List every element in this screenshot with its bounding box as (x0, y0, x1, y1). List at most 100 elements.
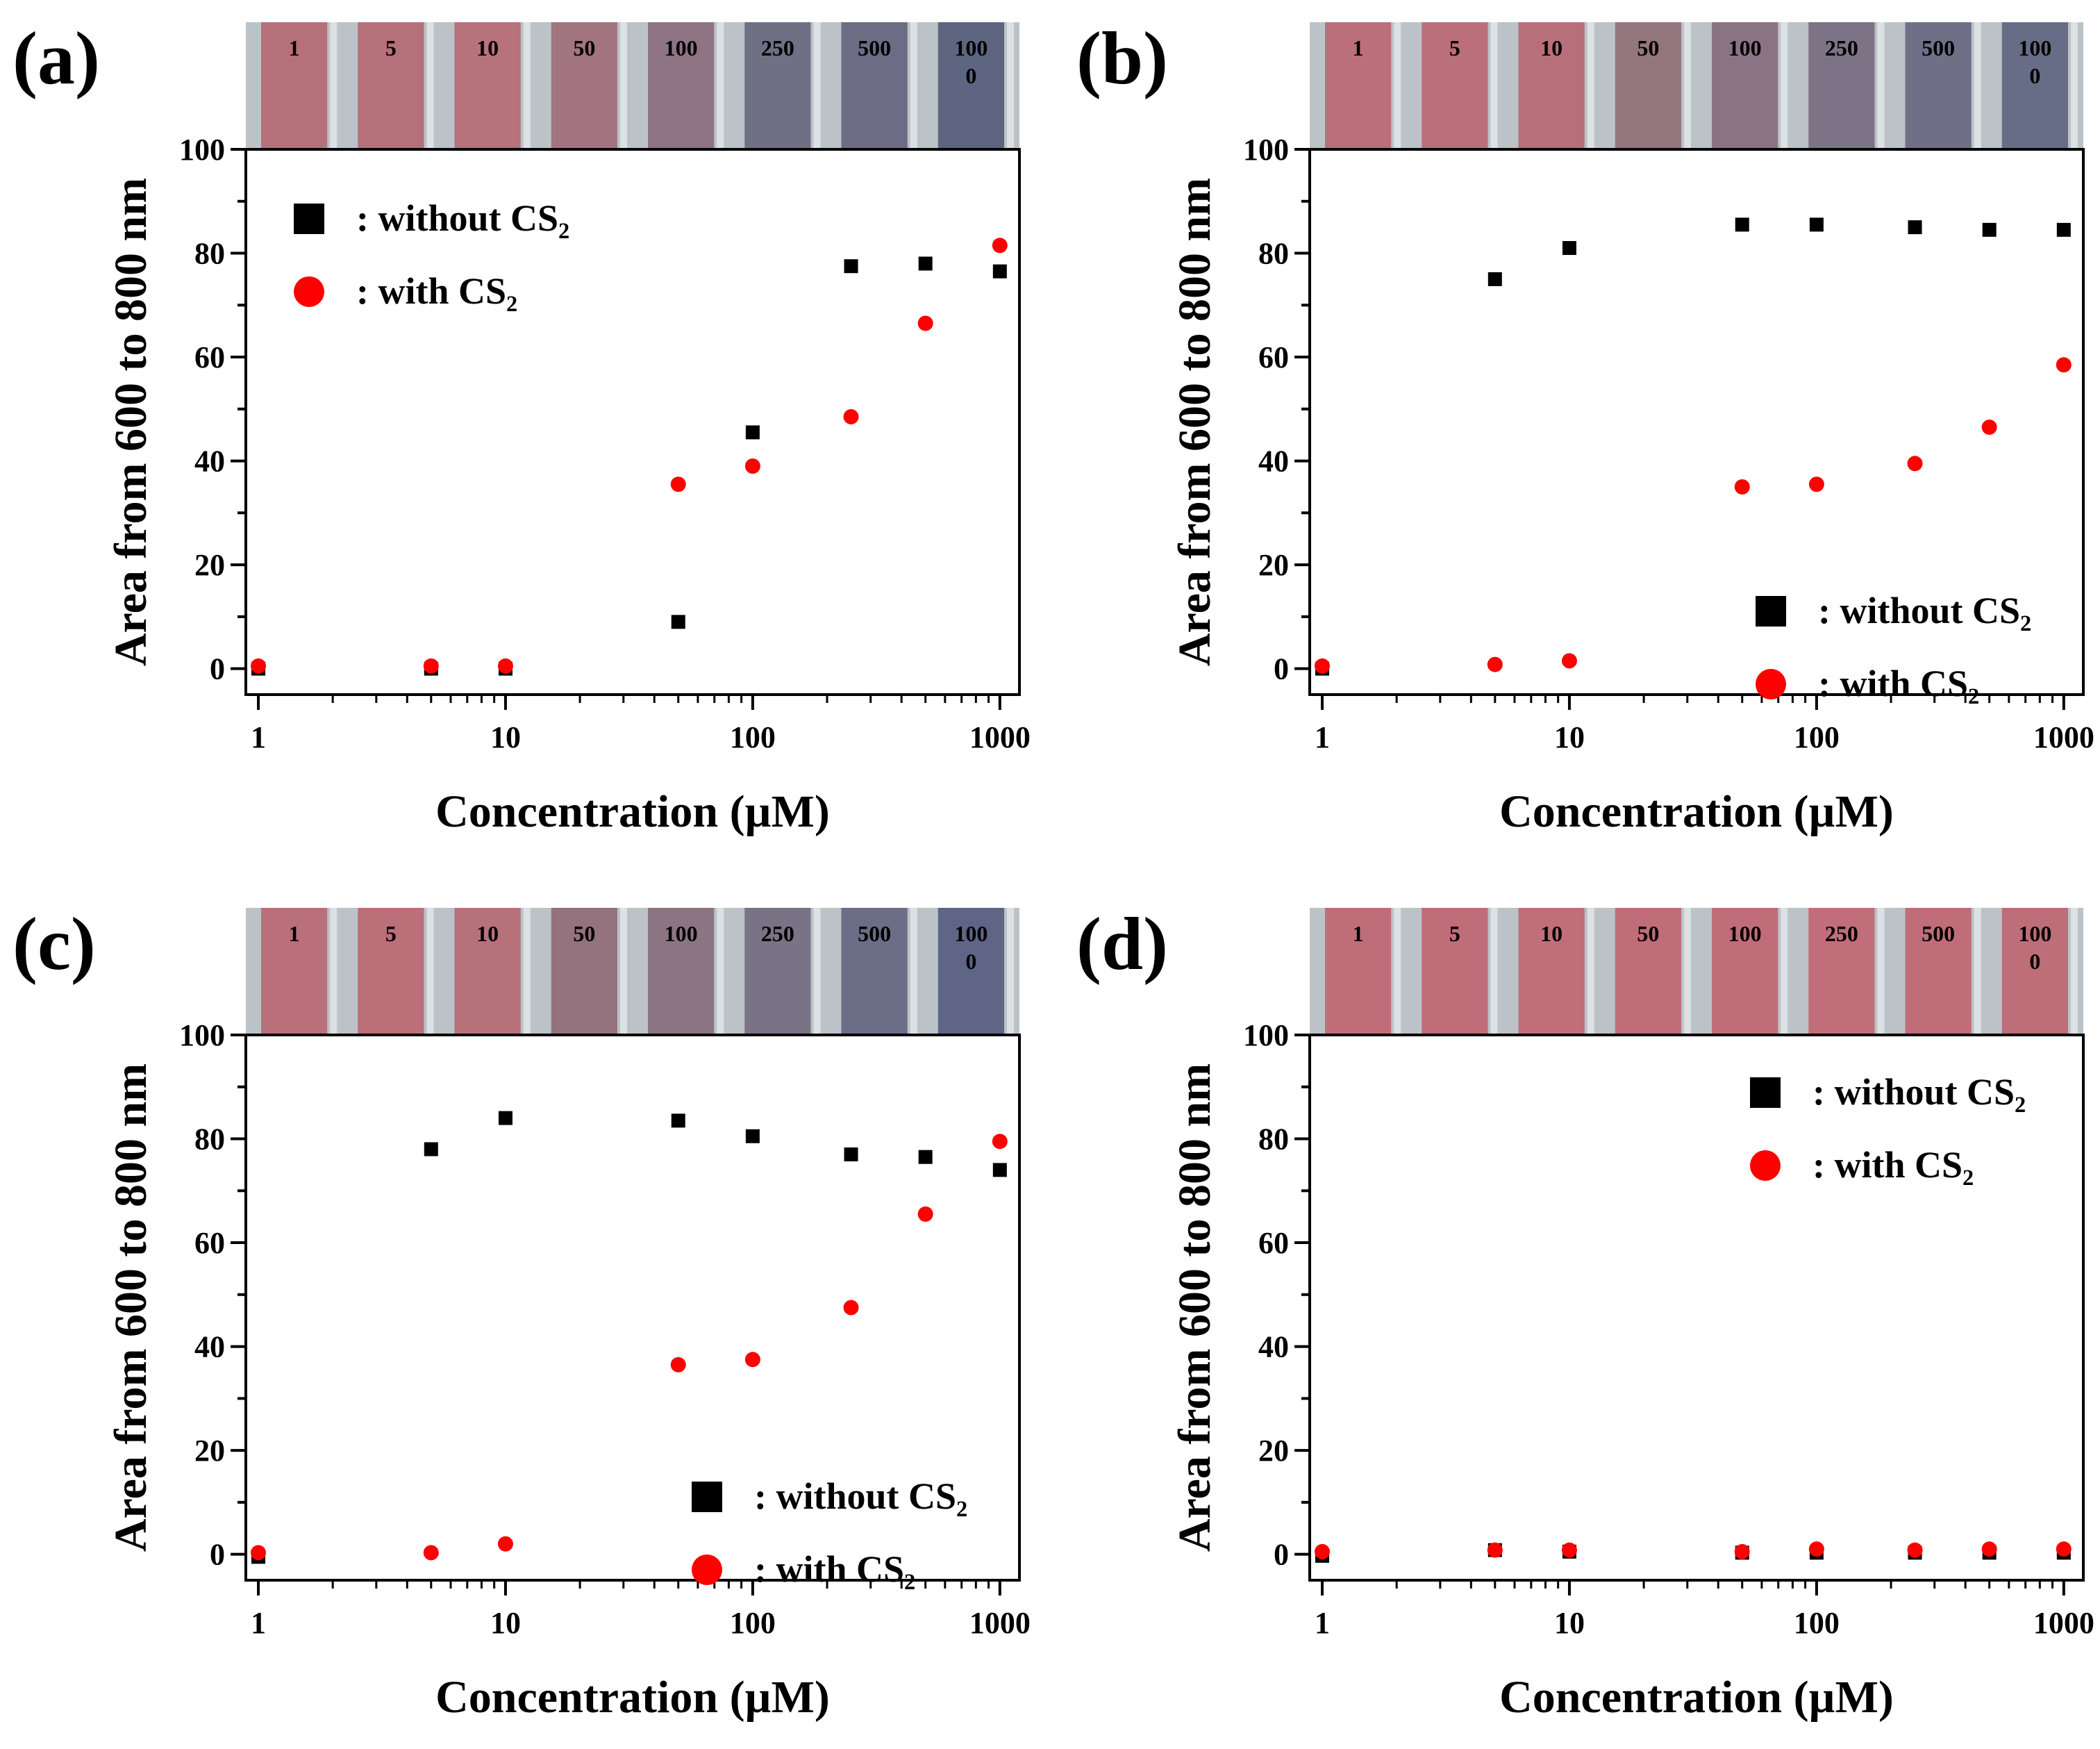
legend: : without CS₂: with CS₂ (1756, 590, 2031, 704)
sample-tube (261, 22, 328, 149)
sample-tube (648, 22, 715, 149)
data-point-square (498, 1111, 512, 1125)
tube-highlight (813, 908, 821, 1035)
data-point-square (1735, 217, 1749, 232)
tube-highlight (426, 908, 434, 1035)
sample-tube (454, 22, 521, 149)
tube-highlight (1394, 22, 1401, 149)
sample-tube (551, 908, 617, 1035)
sample-label: 5 (385, 921, 397, 946)
data-point-square (424, 1142, 438, 1157)
tube-highlight (1587, 22, 1594, 149)
x-tick-label: 100 (1794, 720, 1840, 754)
sample-label: 500 (1922, 921, 1955, 946)
data-point-square (1908, 220, 1922, 235)
sample-label: 100 (1728, 35, 1762, 60)
y-tick-label: 40 (194, 445, 225, 479)
y-tick-label: 100 (1243, 1018, 1289, 1052)
panel-label: (c) (12, 903, 96, 986)
data-point-square (745, 1129, 760, 1143)
x-tick-label: 100 (1794, 1606, 1840, 1640)
sample-tube (1905, 908, 1972, 1035)
data-point-circle (843, 409, 859, 425)
tube-highlight (717, 908, 724, 1035)
sample-label: 5 (1449, 35, 1460, 60)
data-point-square (992, 264, 1007, 279)
data-point-square (992, 1163, 1007, 1177)
data-point-square (1982, 222, 1997, 237)
tube-highlight (910, 908, 917, 1035)
sample-label: 500 (858, 921, 891, 946)
legend: : without CS₂: with CS₂ (1750, 1071, 2026, 1186)
series-with-cs2 (251, 238, 1008, 674)
plot-frame (1308, 148, 2085, 696)
legend-label: : without CS₂ (754, 1475, 967, 1517)
data-point-circle (251, 1545, 267, 1561)
legend-label: : with CS₂ (1812, 1144, 1974, 1186)
x-axis-title: Concentration (µM) (435, 1672, 830, 1723)
data-point-circle (1981, 1541, 1997, 1557)
sample-tube (744, 908, 811, 1035)
y-tick-label: 100 (179, 1018, 225, 1052)
sample-label: 0 (965, 63, 976, 88)
tube-highlight (1490, 908, 1498, 1035)
sample-label: 0 (965, 949, 976, 974)
legend-label: : with CS₂ (754, 1548, 915, 1590)
tube-highlight (717, 22, 724, 149)
y-tick-label: 0 (1274, 652, 1289, 686)
x-tick-label: 100 (730, 720, 776, 754)
x-axis-title: Concentration (µM) (1499, 1672, 1894, 1723)
sample-label: 0 (2029, 63, 2040, 88)
data-point-square (844, 259, 858, 274)
legend: : without CS₂ : with CS₂ (294, 197, 569, 312)
y-tick-label: 60 (1258, 340, 1289, 374)
sample-tube (938, 908, 1004, 1035)
sample-tube (358, 22, 424, 149)
tube-highlight (910, 22, 917, 149)
sample-tube (1518, 908, 1585, 1035)
legend-circle-icon (1750, 1150, 1781, 1181)
sample-label: 250 (1825, 921, 1858, 946)
series-with-cs2 (1315, 1541, 2072, 1559)
x-tick-label: 10 (490, 1606, 521, 1640)
data-point-square (1809, 217, 1824, 232)
data-point-circle (497, 1536, 513, 1552)
sample-label: 1 (1353, 921, 1364, 946)
data-point-circle (1907, 1542, 1923, 1558)
legend-label: : with CS₂ (1818, 663, 1979, 704)
sample-label: 100 (1728, 921, 1762, 946)
sample-tube (1808, 22, 1875, 149)
y-axis-title: Area from 600 to 800 nm (106, 178, 156, 666)
data-point-circle (670, 476, 686, 492)
y-tick-label: 80 (1258, 1122, 1289, 1157)
data-point-circle (843, 1300, 859, 1316)
plot-frame (244, 1034, 1021, 1582)
panel-label: (a) (12, 17, 100, 100)
sample-tube (1808, 908, 1875, 1035)
sample-label: 50 (573, 35, 595, 60)
y-tick-label: 0 (210, 1538, 225, 1572)
tube-highlight (1781, 908, 1788, 1035)
data-point-circle (992, 238, 1008, 254)
tube-highlight (426, 22, 434, 149)
y-tick-label: 60 (194, 340, 225, 374)
data-point-circle (992, 1134, 1008, 1150)
data-point-circle (2056, 1541, 2072, 1557)
y-tick-label: 80 (1258, 237, 1289, 271)
sample-label: 500 (858, 35, 891, 60)
tube-highlight (330, 22, 338, 149)
y-axis-title: Area from 600 to 800 nm (1169, 1063, 1220, 1552)
sample-photo-strip: 1 5 10 50 100 250 500 100 0 (1310, 908, 2083, 1035)
sample-tube (1712, 22, 1778, 149)
sample-label: 1 (289, 921, 300, 946)
data-point-circle (744, 1352, 760, 1368)
sample-label: 10 (1540, 921, 1562, 946)
legend-label: : without CS₂ (356, 197, 569, 239)
tube-highlight (1877, 22, 1885, 149)
sample-tube (1518, 22, 1585, 149)
legend-label: : with CS₂ (356, 270, 517, 312)
data-point-circle (1561, 1542, 1577, 1558)
panel-label: (b) (1076, 17, 1168, 100)
